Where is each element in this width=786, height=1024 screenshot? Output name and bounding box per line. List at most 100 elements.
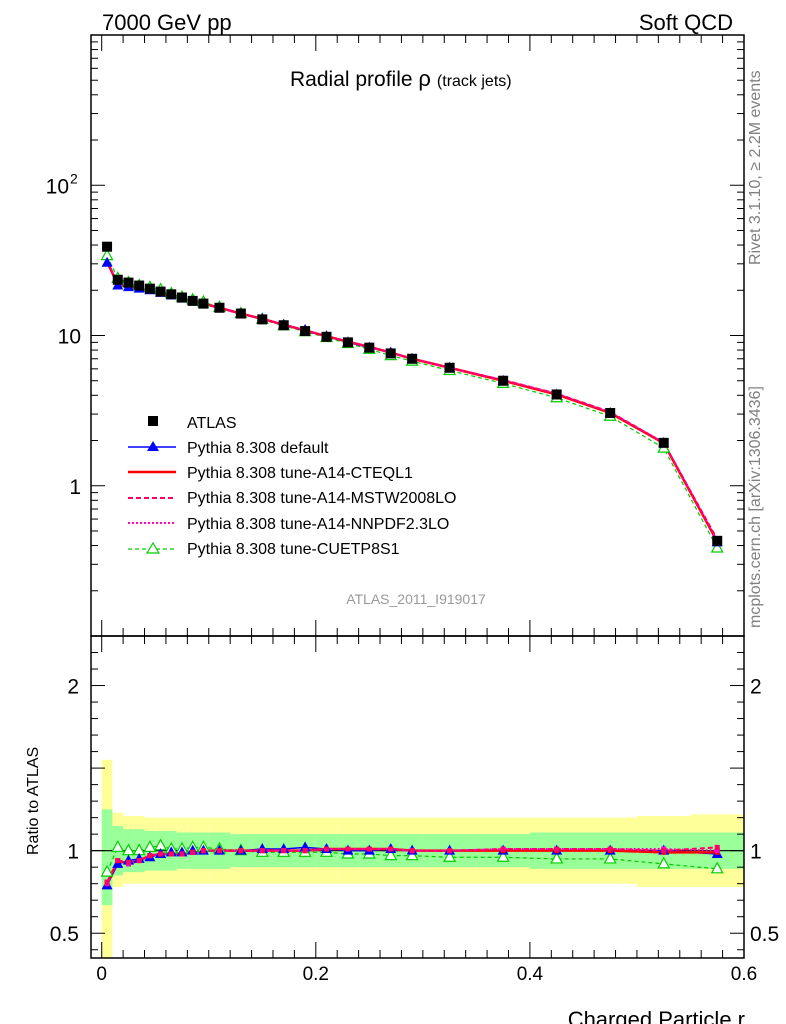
ratio-marker-default: [299, 841, 311, 852]
main-y-tick-label: 10: [58, 326, 81, 349]
legend-entry-mstw: Pythia 8.308 tune-A14-MSTW2008LO: [128, 490, 456, 507]
ratio-marker-mstw: [366, 846, 372, 852]
data-point-atlas: [605, 407, 616, 418]
header-right: Soft QCD: [639, 10, 733, 35]
ratio-marker-default: [187, 844, 199, 855]
ratio-marker-default: [176, 846, 188, 857]
ratio-marker-default: [256, 843, 268, 854]
ratio-marker-mstw: [179, 851, 185, 857]
legend-entry-default: Pythia 8.308 default: [128, 440, 329, 457]
x-tick-label: 0.6: [731, 964, 757, 985]
ratio-y-tick-label-right: 1: [750, 841, 762, 864]
x-tick-label: 0: [96, 964, 107, 985]
legend-marker-atlas: [148, 416, 158, 426]
ratio-y-tick-label: 2: [67, 676, 79, 699]
ratio-marker-cuetp8s1: [384, 848, 398, 861]
ratio-marker-mstw: [190, 849, 196, 855]
main-y-tick-label: 1: [69, 476, 81, 499]
ratio-marker-mstw: [607, 846, 613, 852]
ratio-marker-mstw: [115, 858, 121, 864]
x-tick-label: 0.4: [517, 964, 544, 985]
legend-entry-cuetp8s1: Pythia 8.308 tune-CUETP8S1: [128, 541, 400, 558]
ratio-marker-mstw: [147, 853, 153, 859]
data-point-atlas: [257, 314, 268, 325]
data-point-atlas: [658, 437, 669, 448]
legend-entry-nnpdf: Pythia 8.308 tune-A14-NNPDF2.3LO: [128, 516, 449, 533]
ratio-marker-mstw: [345, 846, 351, 852]
mcplots-label: mcplots.cern.ch [arXiv:1306.3436]: [747, 386, 764, 628]
legend-marker-cuetp8s1: [145, 541, 161, 554]
ratio-line-cuetp8s1: [106, 845, 718, 873]
ratio-marker-mstw: [259, 848, 265, 854]
data-point-atlas: [166, 289, 177, 300]
ratio-marker-cuetp8s1: [443, 850, 457, 862]
data-point-atlas: [498, 375, 509, 386]
data-point-atlas: [176, 292, 187, 303]
ratio-plot: 0 0.2 0.4 0.6 0.5 0.5 1 1 2 2: [50, 635, 779, 985]
ratio-marker-mstw: [714, 844, 720, 850]
data-point-atlas: [155, 286, 166, 297]
marker-cuetp8s1: [710, 540, 724, 553]
data-point-atlas: [235, 308, 246, 319]
series-line-cuetp8s1: [106, 255, 718, 549]
ratio-marker-cuetp8s1: [710, 861, 724, 874]
data-point-atlas: [187, 295, 198, 306]
data-point-atlas: [134, 280, 145, 291]
ratio-marker-mstw: [136, 858, 142, 864]
marker-default: [101, 256, 113, 267]
x-axis-title: Charged Particle r: [568, 1007, 745, 1024]
ratio-marker-mstw: [168, 851, 174, 857]
legend-label: Pythia 8.308 default: [187, 440, 329, 457]
ratio-marker-mstw: [661, 848, 667, 854]
chart-title: Radial profile ρ (track jets): [290, 66, 512, 91]
ratio-marker-mstw: [302, 848, 308, 854]
data-point-atlas: [144, 283, 155, 294]
ratio-marker-default: [165, 846, 177, 857]
ratio-y-tick-label: 0.5: [50, 923, 79, 946]
ratio-y-axis-title: Ratio to ATLAS: [25, 747, 42, 855]
data-point-atlas: [342, 337, 353, 348]
ratio-marker-mstw: [281, 848, 287, 854]
ratio-marker-mstw: [500, 846, 506, 852]
x-tick-label: 0.2: [303, 964, 329, 985]
title-symbol: ρ: [418, 66, 431, 91]
ratio-marker-cuetp8s1: [603, 851, 617, 864]
ratio-marker-cuetp8s1: [657, 856, 671, 869]
main-y-tick-label-exp: 2: [70, 170, 78, 186]
legend-marker-default: [147, 441, 159, 451]
watermark: ATLAS_2011_I919017: [346, 591, 486, 607]
title-main: Radial profile: [290, 68, 418, 91]
ratio-marker-cuetp8s1: [550, 851, 564, 864]
ratio-marker-mstw: [125, 859, 131, 865]
legend-label: Pythia 8.308 tune-CUETP8S1: [187, 541, 400, 558]
data-point-atlas: [300, 326, 311, 337]
ratio-marker-mstw: [388, 846, 394, 852]
data-point-atlas: [551, 389, 562, 400]
ratio-marker-cuetp8s1: [111, 840, 125, 852]
title-sub: (track jets): [437, 73, 512, 90]
legend-label: Pythia 8.308 tune-A14-CTEQL1: [187, 465, 413, 482]
ratio-marker-default: [133, 852, 145, 863]
ratio-band-inner: [101, 809, 113, 906]
data-point-atlas: [712, 535, 723, 546]
legend-label: Pythia 8.308 tune-A14-MSTW2008LO: [187, 490, 456, 507]
ratio-marker-mstw: [409, 848, 415, 854]
ratio-marker-mstw: [200, 848, 206, 854]
data-point-atlas: [407, 353, 418, 364]
data-point-atlas: [444, 362, 455, 373]
ratio-marker-mstw: [447, 848, 453, 854]
data-point-atlas: [278, 320, 289, 331]
data-point-atlas: [112, 274, 123, 285]
data-point-atlas: [123, 277, 134, 288]
ratio-marker-default: [122, 854, 134, 865]
ratio-marker-nnpdf: [714, 848, 720, 854]
legend-entry-atlas: ATLAS: [148, 415, 237, 432]
ratio-marker-mstw: [554, 846, 560, 852]
ratio-frame: [90, 635, 745, 959]
ratio-marker-mstw: [216, 848, 222, 854]
data-point-atlas: [198, 298, 209, 309]
data-point-atlas: [214, 302, 225, 313]
ratio-marker-mstw: [158, 851, 164, 857]
ratio-marker-cuetp8s1: [100, 864, 114, 877]
